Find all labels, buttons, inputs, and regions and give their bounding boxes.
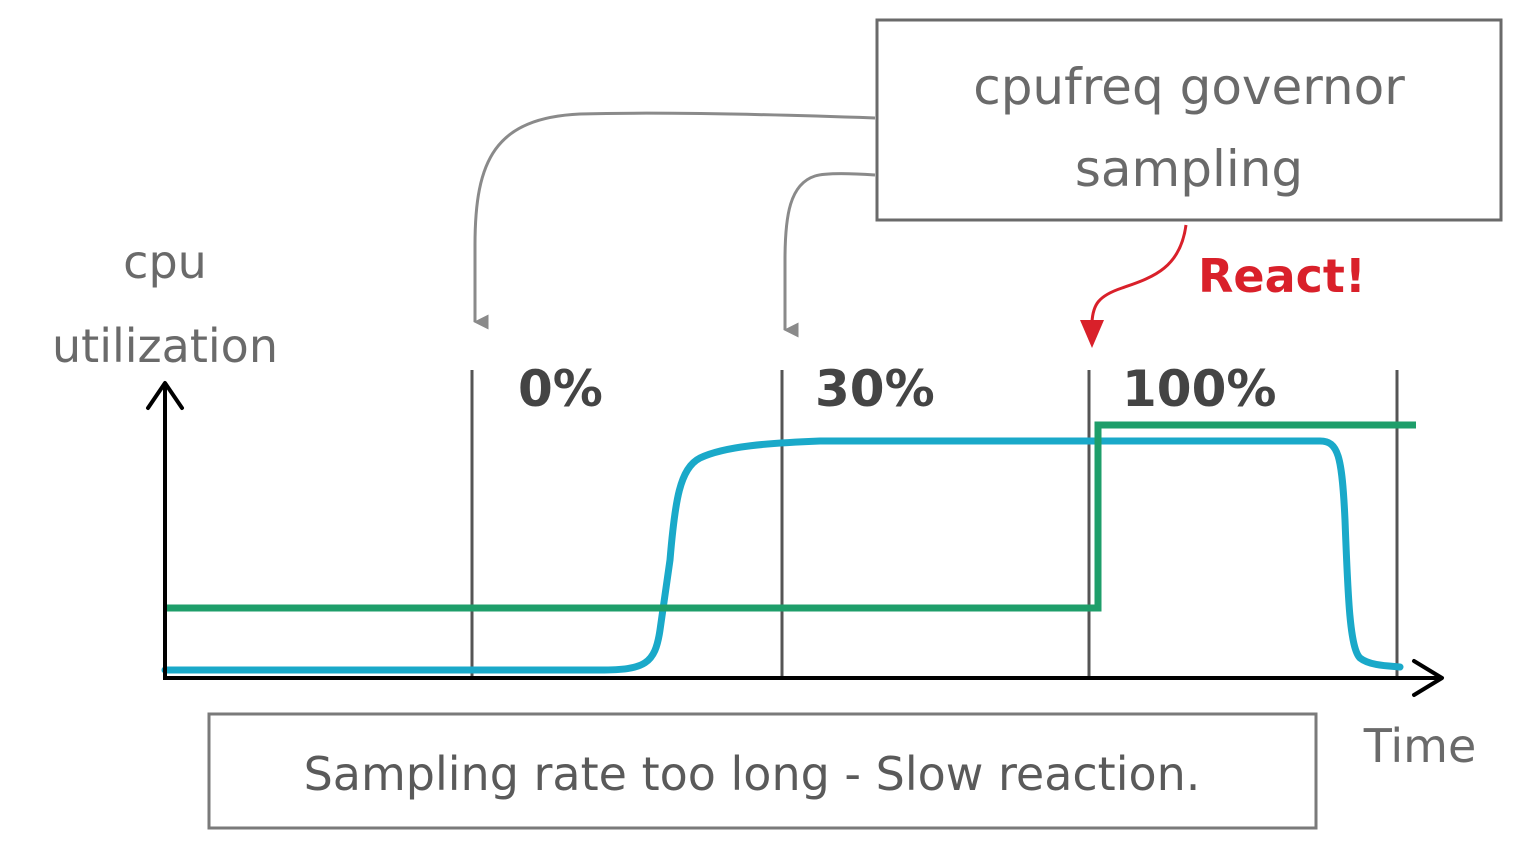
sample-label-0pct: 0%: [518, 360, 603, 418]
governor-box: [875, 18, 1503, 222]
react-arrowhead: [1080, 320, 1104, 348]
sampling-arrow-1: [473, 111, 876, 330]
governor-box-line-1: cpufreq governor: [973, 58, 1405, 116]
sample-label-100pct: 100%: [1122, 360, 1276, 418]
sampling-arrow-2: [783, 172, 876, 338]
y-axis-arrowhead: [146, 381, 184, 410]
governor-box-line-2: sampling: [1075, 140, 1303, 198]
caption-text: Sampling rate too long - Slow reaction.: [304, 747, 1201, 801]
x-axis-label: Time: [1363, 719, 1477, 773]
y-axis-label-line-1: cpu: [123, 235, 207, 289]
cpu-frequency-line: [165, 421, 1416, 612]
x-axis-arrowhead: [1412, 659, 1444, 697]
react-label: React!: [1198, 249, 1366, 303]
cpu-utilization-curve: [161, 437, 1404, 674]
caption-box: [207, 712, 1318, 830]
sample-label-30pct: 30%: [815, 360, 935, 418]
react-arrow: [1090, 224, 1188, 323]
y-axis-label-line-2: utilization: [52, 319, 278, 373]
